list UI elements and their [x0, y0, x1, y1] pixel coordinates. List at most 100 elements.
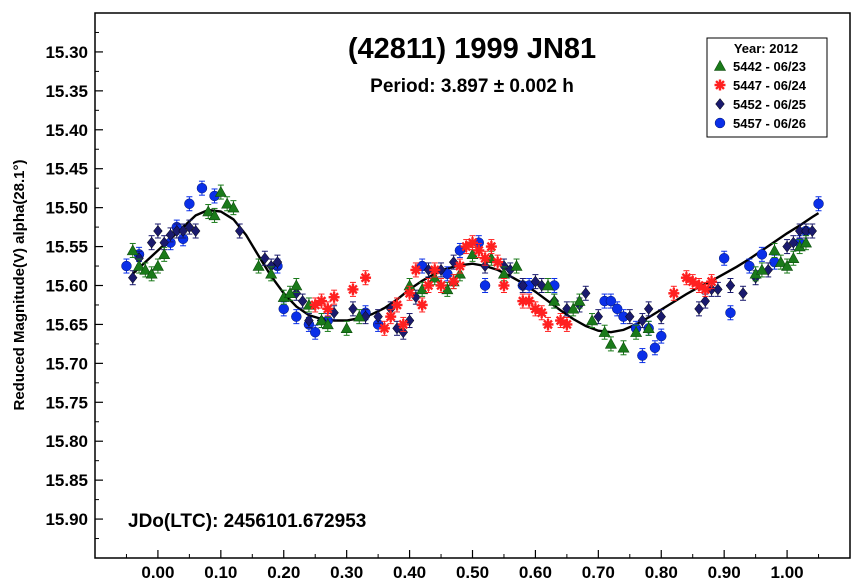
y-tick-label: 15.75	[45, 393, 88, 412]
data-point	[284, 287, 297, 298]
data-point	[146, 236, 157, 249]
x-tick-label: 0.50	[456, 563, 489, 582]
data-point	[260, 252, 270, 265]
data-point	[272, 256, 283, 269]
data-point	[360, 272, 372, 284]
data-point	[304, 314, 314, 327]
data-point	[498, 280, 510, 291]
data-point	[145, 267, 158, 279]
data-point	[397, 318, 409, 330]
legend-marker	[714, 117, 726, 129]
x-tick-label: 0.30	[330, 563, 363, 582]
data-point	[435, 280, 447, 291]
data-point	[542, 318, 554, 330]
data-point	[605, 295, 617, 307]
data-point	[410, 264, 422, 276]
data-point	[214, 185, 227, 197]
data-point	[398, 326, 409, 339]
data-point	[680, 272, 692, 284]
y-tick-label: 15.60	[45, 277, 88, 296]
epoch-annotation: JDo(LTC): 2456101.672953	[128, 511, 366, 532]
data-point	[782, 240, 792, 253]
data-point	[530, 275, 541, 288]
data-point	[153, 225, 163, 237]
data-point	[315, 314, 328, 326]
x-tick-label: 0.10	[204, 563, 237, 582]
data-point	[593, 310, 604, 323]
data-point	[492, 256, 504, 268]
data-point	[807, 225, 817, 237]
data-point	[126, 244, 139, 256]
data-point	[755, 263, 768, 275]
data-point	[151, 259, 164, 271]
data-point	[348, 302, 358, 315]
data-point	[573, 294, 586, 306]
data-point	[518, 279, 528, 292]
y-tick-label: 15.85	[45, 471, 88, 490]
data-point	[687, 276, 699, 288]
data-point	[788, 236, 799, 249]
data-point	[480, 260, 490, 272]
data-point	[448, 256, 459, 269]
data-point	[429, 264, 441, 276]
data-point	[278, 303, 289, 315]
data-point	[454, 260, 466, 272]
data-point	[202, 205, 215, 217]
data-point	[310, 327, 321, 338]
data-point	[718, 253, 730, 264]
chart-subtitle: Period: 3.897 ± 0.002 h	[370, 76, 574, 97]
data-point	[668, 287, 680, 299]
data-point	[340, 322, 353, 334]
data-point	[165, 228, 176, 241]
data-point	[617, 341, 630, 353]
data-point	[290, 279, 303, 291]
data-point	[561, 318, 573, 330]
legend-marker	[713, 59, 727, 71]
data-point	[297, 295, 308, 307]
legend-title: Year: 2012	[734, 41, 798, 56]
data-point	[694, 302, 704, 315]
data-point	[208, 209, 221, 221]
legend-item: 5447 - 06/24	[714, 78, 807, 93]
data-point	[385, 311, 397, 323]
data-point	[794, 225, 805, 237]
data-point	[227, 201, 240, 213]
data-point	[799, 236, 812, 248]
data-point	[316, 295, 327, 307]
data-point	[649, 342, 661, 353]
data-point	[133, 259, 146, 271]
data-point	[467, 237, 478, 249]
y-tick-label: 15.80	[45, 432, 88, 451]
data-point	[756, 249, 768, 260]
y-axis-label: Reduced Magnitude(V) alpha(28.1°)	[11, 159, 28, 410]
data-point	[234, 225, 245, 237]
legend-label: 5442 - 06/23	[733, 59, 806, 74]
data-point	[353, 310, 366, 322]
data-point	[139, 263, 152, 275]
x-tick-label: 0.40	[393, 563, 426, 582]
data-point	[448, 276, 460, 288]
data-point	[536, 307, 548, 319]
data-point	[548, 294, 561, 306]
data-point	[699, 283, 711, 295]
data-point	[706, 276, 718, 288]
data-point	[630, 326, 643, 337]
data-point	[252, 259, 265, 271]
x-axis: 0.00 0.10 0.20 0.30 0.40 0.50 0.60 0.70 0.80 0.90…	[125, 550, 820, 582]
data-point	[321, 318, 334, 330]
data-point	[128, 271, 138, 284]
data-point	[787, 252, 800, 263]
data-point	[725, 279, 736, 292]
data-point	[612, 303, 623, 315]
data-points	[121, 180, 824, 364]
data-point	[347, 283, 359, 295]
legend-label: 5452 - 06/25	[733, 97, 806, 112]
data-point	[713, 283, 723, 296]
data-point	[473, 244, 485, 256]
data-point	[774, 256, 787, 267]
data-point	[510, 259, 523, 271]
y-tick-label: 15.35	[45, 82, 88, 101]
data-point	[541, 279, 555, 291]
legend-marker	[715, 98, 725, 110]
data-point	[479, 252, 491, 264]
